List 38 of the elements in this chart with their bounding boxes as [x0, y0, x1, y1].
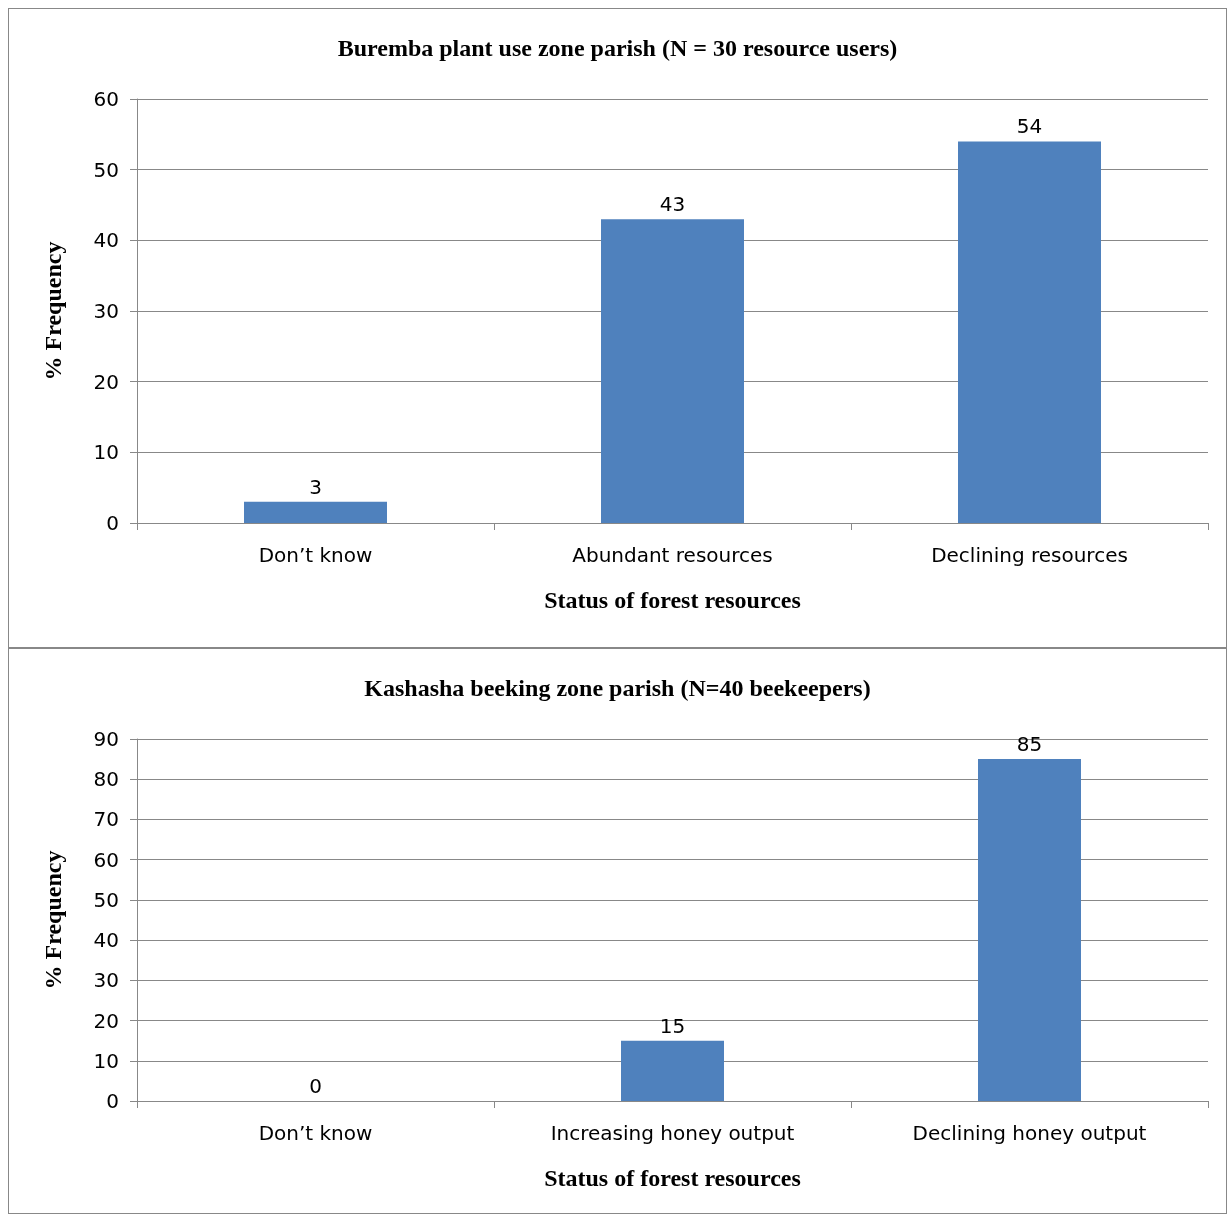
bar — [601, 219, 744, 523]
y-tick-label: 30 — [93, 299, 119, 323]
y-axis-title: % Frequency — [40, 241, 66, 381]
y-tick-label: 30 — [93, 968, 119, 993]
data-label: 0 — [309, 1074, 322, 1098]
data-label: 43 — [659, 192, 686, 217]
x-tick-label: Don’t know — [258, 543, 373, 567]
y-axis-title: % Frequency — [40, 850, 66, 990]
y-tick-label: 60 — [93, 87, 119, 111]
x-axis-title: Status of forest resources — [544, 587, 801, 613]
x-tick-label: Declining honey output — [912, 1121, 1147, 1145]
y-tick-label: 20 — [93, 1008, 119, 1033]
chart-title: Buremba plant use zone parish (N = 30 resource users) — [337, 35, 898, 61]
y-tick-label: 10 — [93, 1048, 119, 1073]
chart-title: Kashasha beeking zone parish (N=40 beekeepers) — [364, 675, 871, 701]
y-tick-label: 60 — [93, 847, 119, 872]
y-tick-label: 70 — [93, 807, 119, 832]
y-tick-label: 50 — [93, 157, 119, 182]
data-label: 85 — [1016, 732, 1043, 757]
bar — [958, 141, 1101, 523]
x-axis-title: Status of forest resources — [544, 1165, 801, 1191]
x-tick-label: Don’t know — [258, 1121, 373, 1145]
y-tick-label: 20 — [93, 369, 119, 394]
y-tick-label: 0 — [106, 511, 119, 535]
data-label: 54 — [1016, 114, 1043, 139]
data-label: 15 — [659, 1013, 686, 1038]
y-tick-label: 50 — [93, 887, 119, 912]
y-tick-label: 10 — [93, 440, 119, 465]
x-tick-label: Increasing honey output — [550, 1121, 795, 1145]
y-tick-label: 40 — [93, 928, 119, 953]
y-tick-label: 0 — [106, 1089, 119, 1113]
y-tick-label: 90 — [93, 727, 119, 751]
data-label: 3 — [309, 474, 322, 499]
bar — [244, 501, 387, 523]
y-tick-label: 40 — [93, 228, 119, 253]
x-tick-label: Declining resources — [931, 543, 1128, 567]
y-tick-label: 80 — [93, 767, 119, 792]
x-tick-label: Abundant resources — [572, 543, 773, 567]
